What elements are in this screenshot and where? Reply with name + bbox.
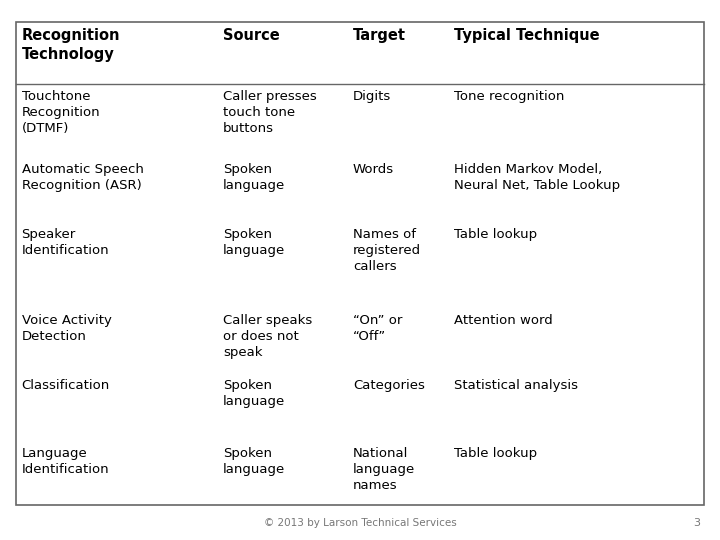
Text: Attention word: Attention word [454,314,552,327]
Text: Spoken
language: Spoken language [223,447,285,476]
Text: Categories: Categories [353,379,425,392]
Text: Words: Words [353,163,394,176]
Text: Classification: Classification [22,379,110,392]
Text: Digits: Digits [353,90,391,103]
Text: Voice Activity
Detection: Voice Activity Detection [22,314,112,343]
Text: Speaker
Identification: Speaker Identification [22,228,109,257]
Text: Spoken
language: Spoken language [223,228,285,257]
Text: Hidden Markov Model,
Neural Net, Table Lookup: Hidden Markov Model, Neural Net, Table L… [454,163,620,192]
Text: Source: Source [223,28,280,43]
Text: Automatic Speech
Recognition (ASR): Automatic Speech Recognition (ASR) [22,163,143,192]
Text: Caller presses
touch tone
buttons: Caller presses touch tone buttons [223,90,317,135]
Text: Table lookup: Table lookup [454,228,536,241]
Text: Spoken
language: Spoken language [223,379,285,408]
Bar [16,22,704,505]
Text: Names of
registered
callers: Names of registered callers [353,228,421,273]
Text: Tone recognition: Tone recognition [454,90,564,103]
Text: Caller speaks
or does not
speak: Caller speaks or does not speak [223,314,312,359]
Text: Recognition
Technology: Recognition Technology [22,28,120,62]
Text: Target: Target [353,28,406,43]
Text: Spoken
language: Spoken language [223,163,285,192]
Text: Typical Technique: Typical Technique [454,28,599,43]
Text: Statistical analysis: Statistical analysis [454,379,577,392]
Text: Table lookup: Table lookup [454,447,536,460]
Text: Language
Identification: Language Identification [22,447,109,476]
Text: Touchtone
Recognition
(DTMF): Touchtone Recognition (DTMF) [22,90,100,135]
Text: National
language
names: National language names [353,447,415,491]
Text: © 2013 by Larson Technical Services: © 2013 by Larson Technical Services [264,518,456,528]
Text: “On” or
“Off”: “On” or “Off” [353,314,402,343]
Text: 3: 3 [693,518,700,528]
